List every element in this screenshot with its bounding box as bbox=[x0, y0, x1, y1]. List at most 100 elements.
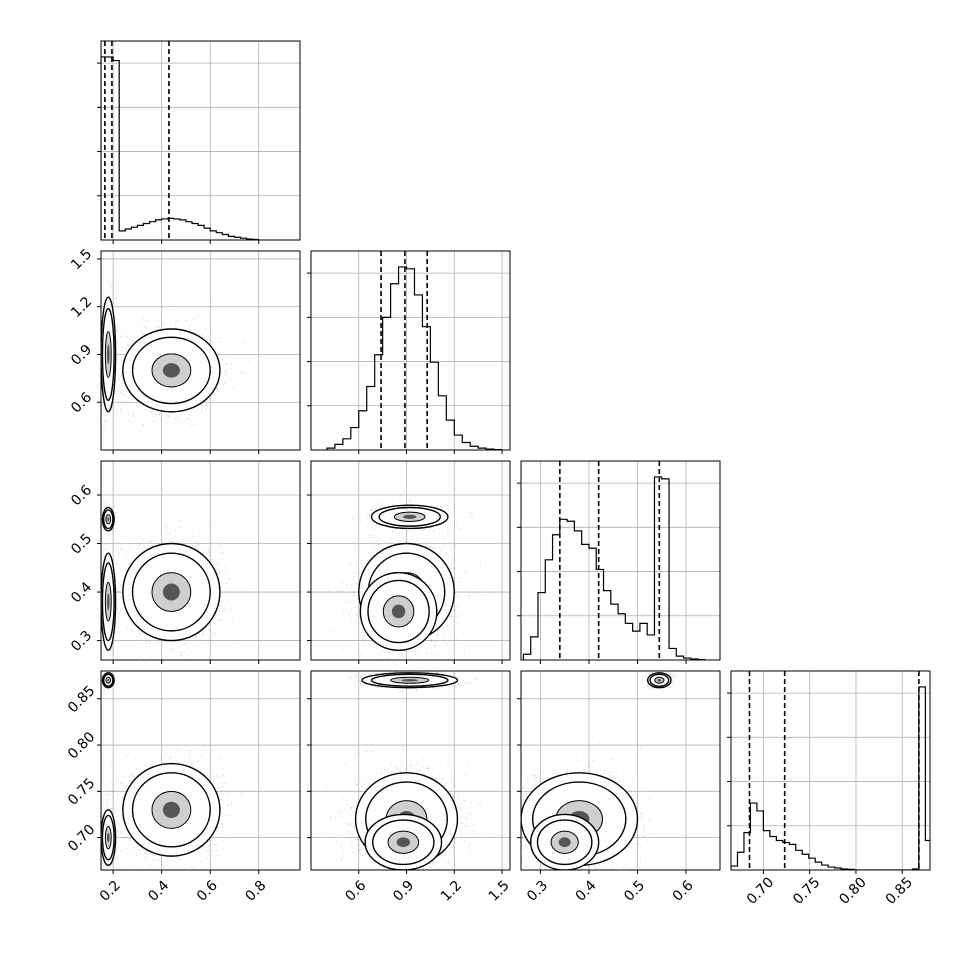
sample-point bbox=[193, 319, 195, 321]
sample-point bbox=[144, 636, 146, 638]
histogram-step bbox=[326, 266, 503, 450]
sample-point bbox=[120, 569, 122, 571]
sample-point bbox=[121, 615, 123, 618]
sample-point bbox=[234, 585, 236, 587]
sample-point bbox=[211, 558, 213, 560]
sample-point bbox=[123, 393, 125, 396]
panel-frame bbox=[100, 40, 301, 241]
sample-point bbox=[110, 877, 111, 878]
sample-point bbox=[112, 507, 114, 509]
density-peak bbox=[162, 583, 180, 601]
sample-point bbox=[101, 863, 103, 865]
sample-point bbox=[196, 407, 198, 409]
sample-point bbox=[220, 604, 222, 607]
sample-point bbox=[103, 872, 104, 873]
sample-point bbox=[194, 635, 197, 637]
sample-point bbox=[104, 502, 106, 504]
sample-point bbox=[116, 830, 118, 832]
sample-point bbox=[131, 630, 134, 632]
sample-point bbox=[244, 582, 246, 584]
sample-point bbox=[106, 802, 109, 804]
sample-point bbox=[151, 545, 153, 547]
sample-point bbox=[191, 322, 193, 325]
sample-point bbox=[121, 336, 123, 338]
sample-point bbox=[192, 536, 194, 538]
sample-point bbox=[99, 365, 100, 366]
sample-point bbox=[112, 510, 115, 512]
sample-point bbox=[195, 541, 197, 544]
density-peak bbox=[107, 344, 110, 365]
sample-point bbox=[226, 362, 228, 364]
sample-point bbox=[123, 535, 125, 537]
sample-point bbox=[119, 584, 122, 586]
sample-point bbox=[96, 590, 97, 591]
sample-point bbox=[171, 540, 174, 543]
sample-point bbox=[121, 331, 124, 333]
sample-point bbox=[208, 554, 210, 557]
sample-point bbox=[195, 649, 198, 651]
sample-point bbox=[214, 618, 216, 620]
sample-point bbox=[101, 642, 103, 645]
sample-point bbox=[117, 374, 120, 377]
sample-point bbox=[186, 874, 187, 875]
sample-point bbox=[190, 763, 192, 765]
sample-point bbox=[215, 394, 217, 397]
sample-point bbox=[230, 367, 232, 370]
sample-point bbox=[212, 400, 215, 402]
sample-point bbox=[186, 417, 189, 419]
sample-point bbox=[114, 511, 117, 514]
sample-point bbox=[125, 396, 127, 398]
sample-point bbox=[225, 605, 227, 607]
sample-point bbox=[102, 655, 104, 657]
sample-point bbox=[122, 635, 124, 637]
sample-point bbox=[96, 586, 97, 587]
sample-point bbox=[102, 865, 104, 867]
density-peak bbox=[107, 593, 110, 611]
sample-point bbox=[95, 365, 96, 366]
sample-point bbox=[117, 784, 119, 786]
sample-point bbox=[168, 874, 169, 875]
sample-point bbox=[113, 674, 115, 676]
sample-point bbox=[120, 375, 122, 377]
sample-point bbox=[103, 651, 105, 653]
sample-point bbox=[149, 640, 151, 642]
sample-point bbox=[160, 418, 162, 420]
sample-point bbox=[121, 350, 124, 352]
sample-point bbox=[116, 349, 118, 351]
sample-point bbox=[150, 874, 151, 875]
sample-point bbox=[228, 586, 230, 589]
sample-point bbox=[222, 774, 225, 776]
sample-point bbox=[191, 637, 193, 640]
sample-point bbox=[105, 548, 107, 550]
sample-point bbox=[163, 526, 165, 529]
sample-point bbox=[116, 609, 118, 611]
sample-point bbox=[145, 328, 147, 330]
sample-point bbox=[115, 296, 117, 299]
sample-point bbox=[193, 424, 195, 426]
sample-point bbox=[177, 417, 179, 420]
sample-point bbox=[206, 420, 208, 423]
sample-point bbox=[121, 380, 123, 382]
sample-point bbox=[198, 543, 200, 546]
sample-point bbox=[224, 782, 226, 785]
sample-point bbox=[225, 370, 227, 372]
sample-point bbox=[120, 608, 122, 611]
sample-point bbox=[137, 845, 140, 847]
sample-point bbox=[114, 858, 116, 860]
sample-point bbox=[233, 604, 236, 606]
histogram bbox=[731, 671, 930, 870]
sample-point bbox=[135, 758, 137, 761]
sample-point bbox=[105, 663, 106, 664]
sample-point bbox=[206, 404, 208, 406]
sample-point bbox=[145, 851, 147, 853]
histogram bbox=[101, 41, 259, 240]
sample-point bbox=[176, 319, 178, 322]
sample-point bbox=[120, 391, 122, 394]
sample-point bbox=[169, 532, 171, 534]
sample-point bbox=[190, 540, 192, 543]
sample-point bbox=[202, 632, 204, 634]
sample-point bbox=[226, 570, 228, 572]
sample-point bbox=[105, 532, 107, 535]
sample-point bbox=[205, 404, 207, 407]
sample-point bbox=[127, 551, 129, 553]
